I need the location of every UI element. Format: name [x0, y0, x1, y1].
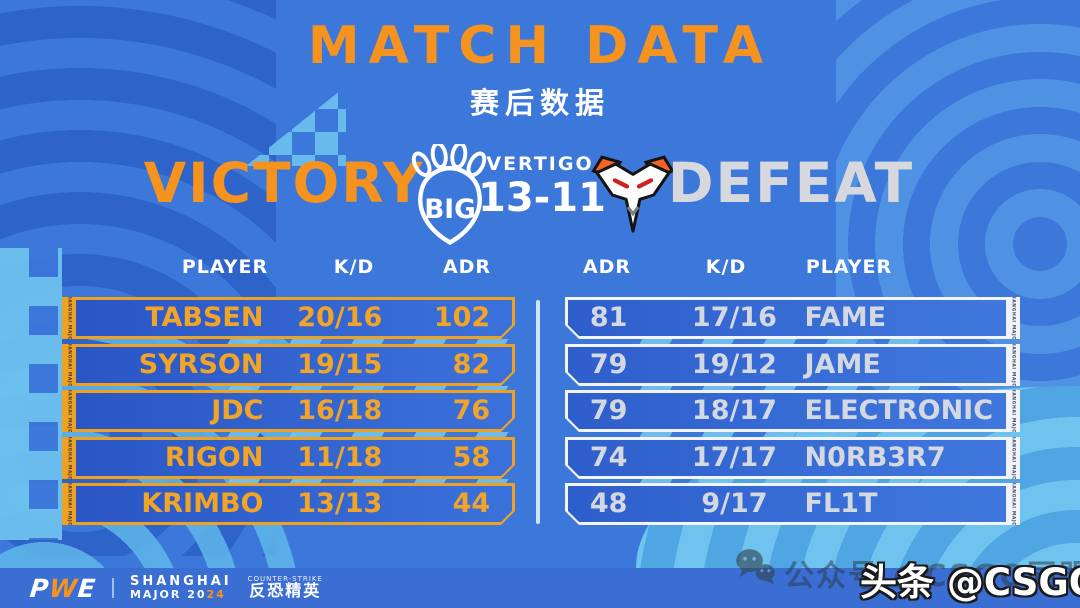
player-name: SYRSON — [138, 349, 264, 380]
player-name: JDC — [211, 395, 264, 426]
player-kd: 13/13 — [297, 488, 383, 519]
left-header-adr: ADR — [442, 256, 492, 278]
player-name: JAME — [804, 349, 881, 380]
table-row: JDC 16/18 76 SHANGHAI MAJOR — [62, 390, 515, 432]
table-row: 79 19/12 JAME SHANGHAI MAJOR — [565, 344, 1020, 386]
row-side-label: SHANGHAI MAJOR — [66, 483, 72, 525]
player-adr: 81 — [589, 302, 628, 333]
table-row: RIGON 11/18 58 SHANGHAI MAJOR — [62, 437, 515, 479]
player-kd: 20/16 — [297, 302, 383, 333]
player-name: RIGON — [164, 442, 264, 473]
right-header-adr: ADR — [582, 256, 632, 278]
big-logo-text: BIG — [424, 194, 476, 225]
left-header-kd: K/D — [333, 256, 375, 278]
player-adr: 58 — [452, 442, 491, 473]
page-title: MATCH DATA — [307, 16, 773, 76]
footer-band: PWE SHANGHAI MAJOR 2024 COUNTER-STRIKE 反… — [0, 568, 1080, 608]
row-side-label: SHANGHAI MAJOR — [1010, 483, 1016, 525]
row-side-label: SHANGHAI MAJOR — [66, 297, 72, 339]
table-row: TABSEN 20/16 102 SHANGHAI MAJOR — [62, 297, 515, 339]
player-adr: 76 — [452, 395, 491, 426]
footer-divider — [111, 578, 114, 598]
player-kd: 16/18 — [297, 395, 383, 426]
counter-strike-logo: COUNTER-STRIKE 反恐精英 — [247, 574, 323, 601]
player-name: FAME — [804, 302, 887, 333]
player-kd: 18/17 — [691, 395, 777, 426]
player-adr: 44 — [452, 488, 491, 519]
left-header-player: PLAYER — [181, 256, 269, 278]
player-adr: 48 — [589, 488, 628, 519]
player-kd: 17/16 — [691, 302, 777, 333]
match-score: 13-11 — [478, 174, 606, 221]
player-name: TABSEN — [145, 302, 264, 333]
virtus-pro-wolf-logo — [590, 146, 676, 244]
right-header-kd: K/D — [705, 256, 747, 278]
map-name: VERTIGO — [486, 153, 594, 175]
player-name: ELECTRONIC — [804, 395, 994, 426]
table-row: 48 9/17 FL1T SHANGHAI MAJOR — [565, 483, 1020, 525]
player-kd: 19/12 — [691, 349, 777, 380]
shanghai-major-logo: SHANGHAI MAJOR 2024 — [129, 573, 232, 602]
table-divider — [536, 300, 540, 524]
row-side-label: SHANGHAI MAJOR — [66, 344, 72, 386]
row-side-label: SHANGHAI MAJOR — [1010, 390, 1016, 432]
table-row: SYRSON 19/15 82 SHANGHAI MAJOR — [62, 344, 515, 386]
player-name: N0RB3R7 — [804, 442, 946, 473]
wechat-icon — [734, 546, 778, 588]
toutiao-watermark: 头条 @CSGO — [860, 561, 1080, 604]
victory-label: VICTORY — [143, 151, 425, 215]
player-name: KRIMBO — [141, 488, 264, 519]
row-side-label: SHANGHAI MAJOR — [1010, 437, 1016, 479]
player-adr: 74 — [589, 442, 628, 473]
player-adr: 79 — [589, 395, 628, 426]
row-side-label: SHANGHAI MAJOR — [1010, 344, 1016, 386]
player-kd: 11/18 — [297, 442, 383, 473]
page-subtitle: 赛后数据 — [469, 86, 610, 120]
defeat-label: DEFEAT — [667, 151, 915, 215]
big-bear-claw-logo: BIG — [406, 141, 494, 248]
table-row: 74 17/17 N0RB3R7 SHANGHAI MAJOR — [565, 437, 1020, 479]
player-kd: 9/17 — [701, 488, 768, 519]
map-and-score: VERTIGO 13-11 — [478, 153, 606, 221]
table-row: 81 17/16 FAME SHANGHAI MAJOR — [565, 297, 1020, 339]
player-kd: 17/17 — [691, 442, 777, 473]
pwe-logo: PWE — [28, 573, 98, 603]
player-adr: 82 — [452, 349, 491, 380]
player-kd: 19/15 — [297, 349, 383, 380]
row-side-label: SHANGHAI MAJOR — [66, 390, 72, 432]
player-adr: 102 — [433, 302, 491, 333]
table-row: KRIMBO 13/13 44 SHANGHAI MAJOR — [62, 483, 515, 525]
right-header-player: PLAYER — [805, 256, 893, 278]
bg-checker-left-strip — [0, 248, 62, 540]
player-adr: 79 — [589, 349, 628, 380]
player-name: FL1T — [804, 488, 878, 519]
row-side-label: SHANGHAI MAJOR — [66, 437, 72, 479]
table-row: 79 18/17 ELECTRONIC SHANGHAI MAJOR — [565, 390, 1020, 432]
row-side-label: SHANGHAI MAJOR — [1010, 297, 1016, 339]
